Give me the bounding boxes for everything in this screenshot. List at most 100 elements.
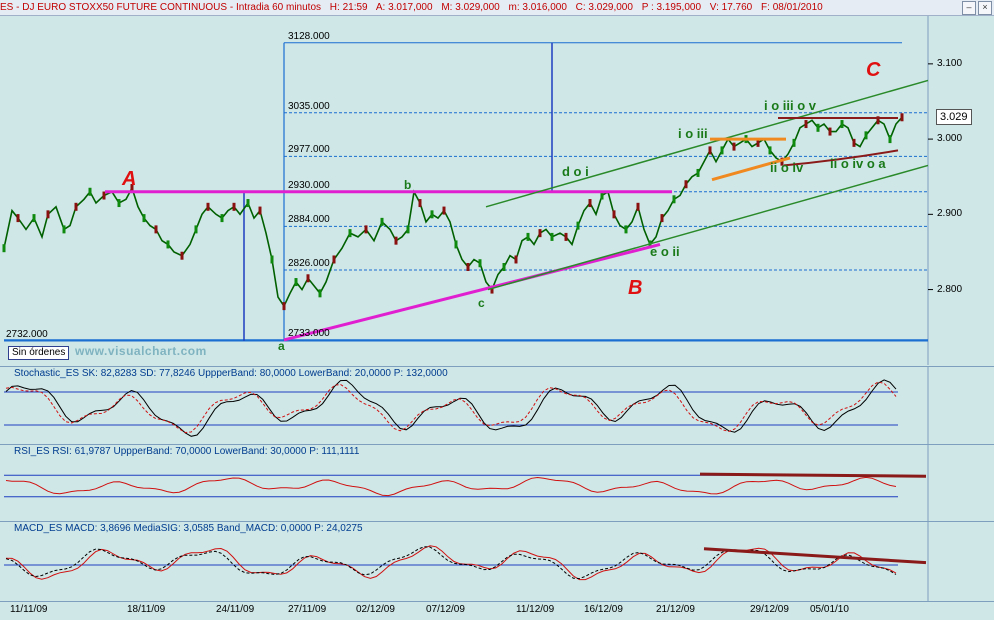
price-candle xyxy=(258,206,262,215)
wave-label: i o iii o v xyxy=(764,97,817,113)
price-candle xyxy=(720,146,724,155)
wave-label: d o i xyxy=(562,163,589,179)
price-candle xyxy=(756,138,760,147)
wave-label: ii o iv xyxy=(770,159,804,175)
price-candle xyxy=(430,210,434,219)
stochastic-chart-svg xyxy=(4,367,929,444)
fib-level-label: 3128.000 xyxy=(288,30,330,42)
x-tick-label: 05/01/10 xyxy=(810,604,849,615)
close-icon[interactable]: × xyxy=(978,1,992,15)
price-candle xyxy=(130,184,134,192)
wave-label: e o ii xyxy=(650,244,680,260)
x-tick-label: 21/12/09 xyxy=(656,604,695,615)
price-candle xyxy=(852,138,856,147)
x-tick-label: 27/11/09 xyxy=(288,604,327,615)
header-close: C: 3.029,000 xyxy=(575,2,633,13)
rsi-title: RSI_ES RSI: 61,9787 UppperBand: 70,0000 … xyxy=(14,446,360,457)
price-candle xyxy=(2,244,6,253)
price-candle xyxy=(502,263,506,271)
channel-lower xyxy=(487,164,929,291)
header-low: m: 3.016,000 xyxy=(508,2,567,13)
price-candle xyxy=(318,289,322,298)
wave-label: ii o iv o a xyxy=(830,156,886,172)
price-candle xyxy=(876,116,880,125)
price-candle xyxy=(514,255,518,264)
price-candle xyxy=(232,202,236,211)
macd-panel: MACD_ES MACD: 3,8696 MediaSIG: 3,0585 Ba… xyxy=(0,521,994,602)
price-candle xyxy=(282,302,286,311)
minimize-icon[interactable]: – xyxy=(962,1,976,15)
price-candle xyxy=(466,263,470,271)
price-candle xyxy=(612,210,616,219)
indicator-main-line xyxy=(5,476,897,497)
header-high: M: 3.029,000 xyxy=(441,2,500,13)
price-candle xyxy=(864,131,868,140)
price-candle xyxy=(768,146,772,155)
price-candle xyxy=(206,202,210,211)
last-price-value: 3.029 xyxy=(936,109,972,126)
header-open: A: 3.017,000 xyxy=(375,2,433,13)
price-candle xyxy=(526,232,530,241)
price-candle xyxy=(454,240,458,249)
y-tick-label: 3.000 xyxy=(937,133,963,145)
fib-level-label: 2930.000 xyxy=(288,179,330,191)
price-candle xyxy=(732,142,736,151)
indicator-main-line xyxy=(5,379,897,437)
watermark-text: www.visualchart.com xyxy=(75,344,207,358)
price-candle xyxy=(306,274,310,283)
price-series-line xyxy=(3,116,903,308)
trendline-a-B xyxy=(283,242,661,342)
price-candle xyxy=(478,259,482,268)
price-candle xyxy=(696,168,700,177)
header-date: F: 08/01/2010 xyxy=(761,2,823,13)
price-candle xyxy=(576,221,580,230)
x-tick-label: 16/12/09 xyxy=(584,604,623,615)
wave-label: C xyxy=(866,58,881,81)
x-tick-label: 11/12/09 xyxy=(516,604,555,615)
orders-badge[interactable]: Sin órdenes xyxy=(8,346,70,360)
price-candle xyxy=(74,202,78,211)
price-candle xyxy=(624,225,628,234)
x-axis xyxy=(0,601,994,620)
price-candle xyxy=(672,195,676,204)
rsi-panel: RSI_ES RSI: 61,9787 UppperBand: 70,0000 … xyxy=(0,444,994,521)
price-panel xyxy=(0,16,994,365)
price-candle xyxy=(490,285,494,294)
price-candle xyxy=(538,229,542,238)
stochastic-panel: Stochastic_ES SK: 82,8283 SD: 77,8246 Up… xyxy=(0,366,994,444)
x-tick-label: 02/12/09 xyxy=(356,604,395,615)
wave-label: i o iii xyxy=(678,126,708,142)
fib-level-label: 2733.000 xyxy=(288,327,330,339)
price-candle xyxy=(117,199,121,208)
price-candle xyxy=(684,180,688,189)
stochastic-title: Stochastic_ES SK: 82,8283 SD: 77,8246 Up… xyxy=(14,368,448,379)
x-tick-label: 07/12/09 xyxy=(426,604,465,615)
y-tick-label: 2.800 xyxy=(937,283,963,295)
price-candle xyxy=(708,146,712,155)
price-candle xyxy=(564,232,568,241)
darkred-bottom xyxy=(783,149,899,167)
wave-label: b xyxy=(404,178,412,193)
header-symbol: ES - DJ EURO STOXX50 FUTURE CONTINUOUS -… xyxy=(0,2,322,13)
price-candle xyxy=(194,225,198,234)
price-candle xyxy=(102,191,106,200)
indicator-trendline xyxy=(699,472,927,478)
price-candle xyxy=(348,229,352,238)
price-candle xyxy=(294,278,298,287)
indicator-signal-line xyxy=(5,381,897,434)
indicator-trendline xyxy=(703,547,927,565)
price-candle xyxy=(220,214,224,223)
price-candle xyxy=(636,202,640,211)
price-candle xyxy=(888,135,892,144)
price-candle xyxy=(840,120,844,129)
price-candle xyxy=(380,217,384,226)
price-candle xyxy=(246,199,250,208)
price-candle xyxy=(900,113,904,122)
price-candle xyxy=(442,206,446,215)
header-volume: V: 17.760 xyxy=(709,2,753,13)
price-candle xyxy=(62,225,66,234)
fib-level-label: 2826.000 xyxy=(288,258,330,269)
wave-label: a xyxy=(278,339,285,354)
orange-support xyxy=(711,156,791,182)
price-candle xyxy=(816,123,820,132)
